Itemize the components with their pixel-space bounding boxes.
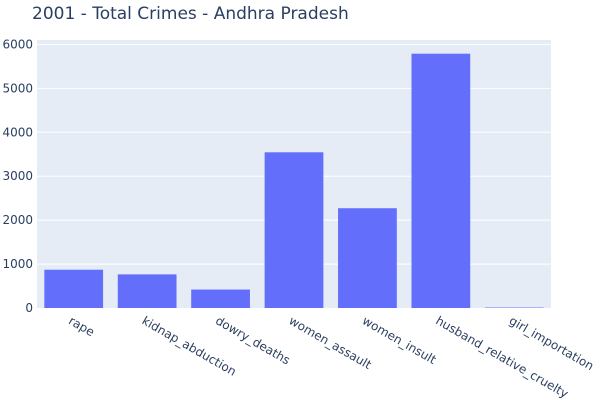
y-tick-label: 4000 [2, 125, 33, 139]
bar-kidnap-abduction[interactable] [117, 274, 177, 308]
bars [44, 53, 544, 308]
y-tick-label: 5000 [2, 81, 33, 95]
x-tick-label: rape [66, 313, 97, 339]
y-tick-label: 6000 [2, 37, 33, 51]
y-tick-label: 3000 [2, 169, 33, 183]
chart-title: 2001 - Total Crimes - Andhra Pradesh [32, 4, 349, 24]
x-axis-ticks: rape kidnap_abductiondowry_deathswomen_as… [66, 313, 596, 400]
bar-women-insult[interactable] [338, 208, 397, 308]
y-tick-label: 0 [25, 301, 33, 315]
x-tick-label: husband_relative_cruelty [433, 313, 570, 400]
y-axis-ticks: 0 1000 2000 3000 4000 5000 6000 [2, 37, 33, 315]
bar-dowry-deaths[interactable] [191, 289, 250, 308]
y-tick-label: 2000 [2, 213, 33, 227]
bar-husband-relative-cruelty[interactable] [411, 53, 471, 308]
bar-rape[interactable] [44, 269, 104, 308]
bar-women-assault[interactable] [264, 152, 324, 308]
y-tick-label: 1000 [2, 257, 33, 271]
